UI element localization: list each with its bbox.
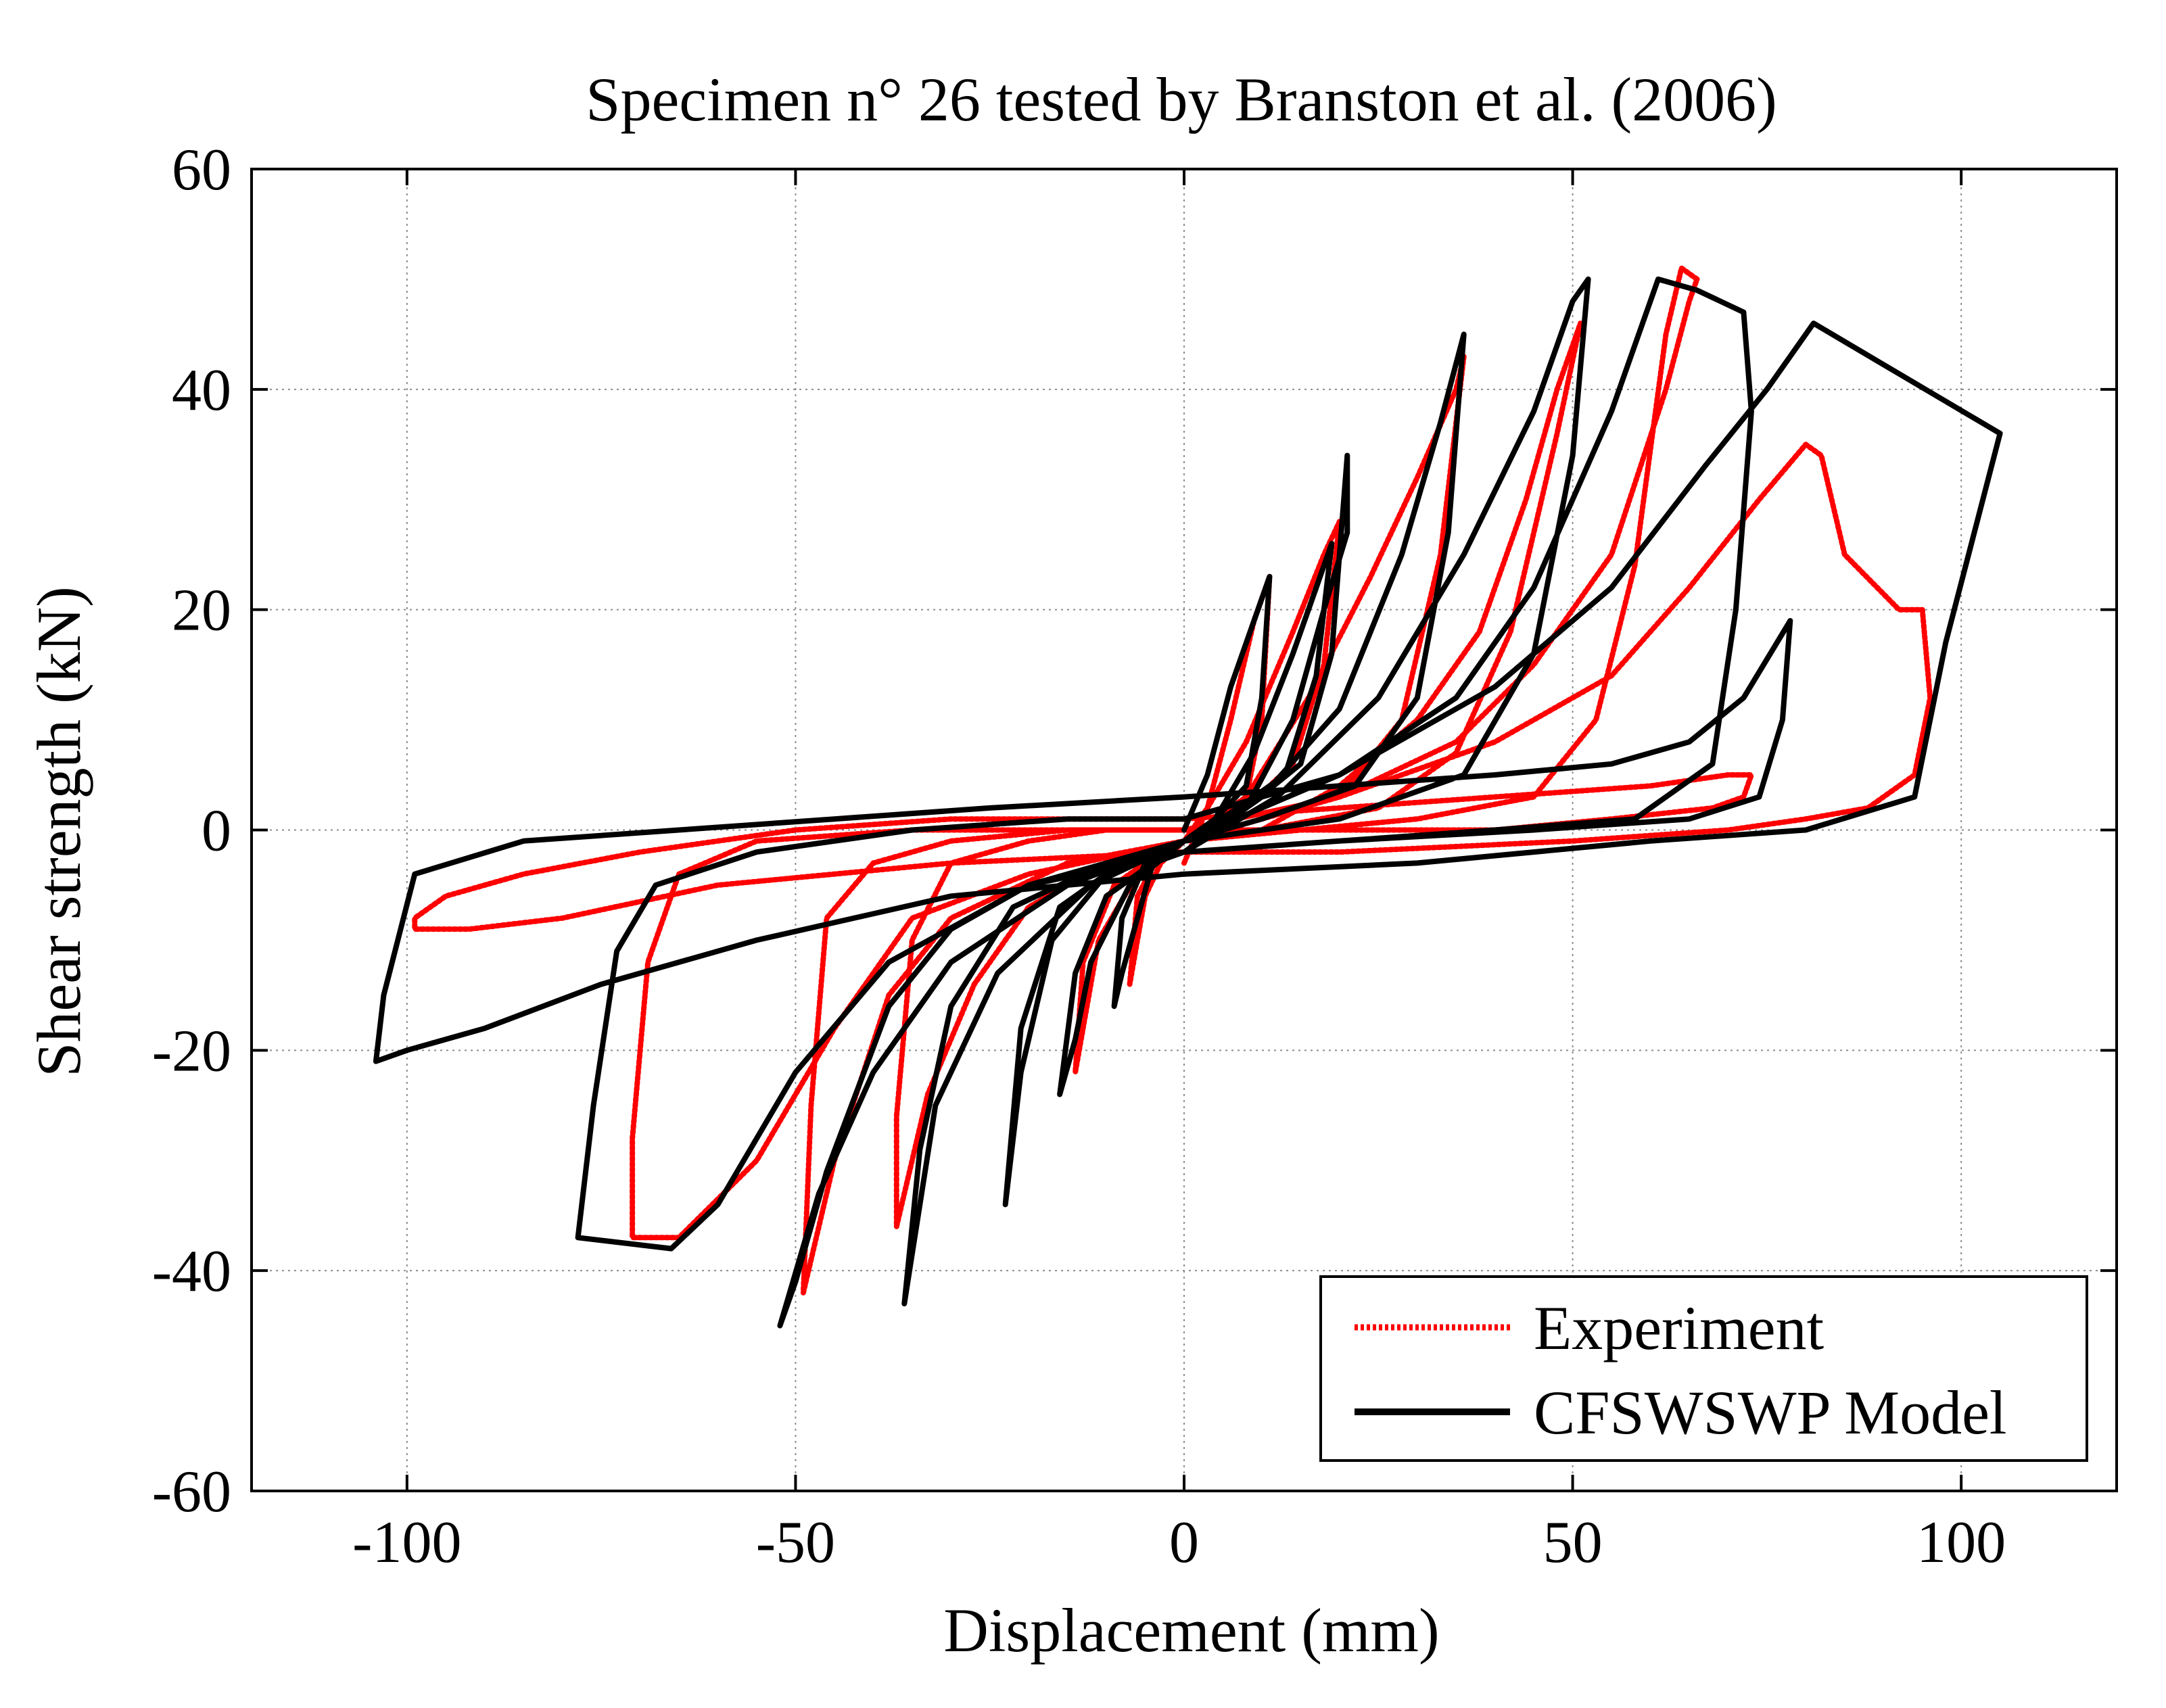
x-tick-label: 50: [1543, 1510, 1603, 1575]
series-layer: [373, 265, 2003, 1329]
x-tick-label: 100: [1916, 1510, 2006, 1575]
x-tick-label: -100: [352, 1510, 461, 1575]
y-tick-label: -20: [152, 1018, 231, 1084]
y-axis-label: Shear strength (kN): [24, 586, 93, 1077]
legend-label-cfswswp-model: CFSWSWP Model: [1534, 1378, 2006, 1447]
y-tick-label: 60: [172, 137, 231, 203]
y-tick-label: -60: [152, 1459, 231, 1525]
x-axis-label: Displacement (mm): [943, 1596, 1439, 1665]
plot-frame: [250, 168, 2118, 1492]
x-tick-label: 0: [1169, 1510, 1199, 1575]
model-curve: [373, 276, 2003, 1329]
y-tick-labels: 60 40 20 0 -20 -40 -60: [152, 137, 231, 1525]
chart-title: Specimen n° 26 tested by Branston et al.…: [586, 65, 1776, 134]
legend-label-experiment: Experiment: [1534, 1294, 1824, 1362]
x-tick-labels: -100 -50 0 50 100: [352, 1510, 2006, 1575]
y-tick-label: -40: [152, 1239, 231, 1304]
series-cfswswp-model: [373, 276, 2003, 1329]
legend: Experiment CFSWSWP Model: [1319, 1275, 2088, 1462]
y-tick-label: 0: [202, 799, 231, 864]
y-tick-label: 20: [172, 578, 231, 644]
legend-box: [1319, 1275, 2088, 1462]
x-tick-label: -50: [756, 1510, 835, 1575]
y-tick-label: 40: [172, 358, 231, 423]
